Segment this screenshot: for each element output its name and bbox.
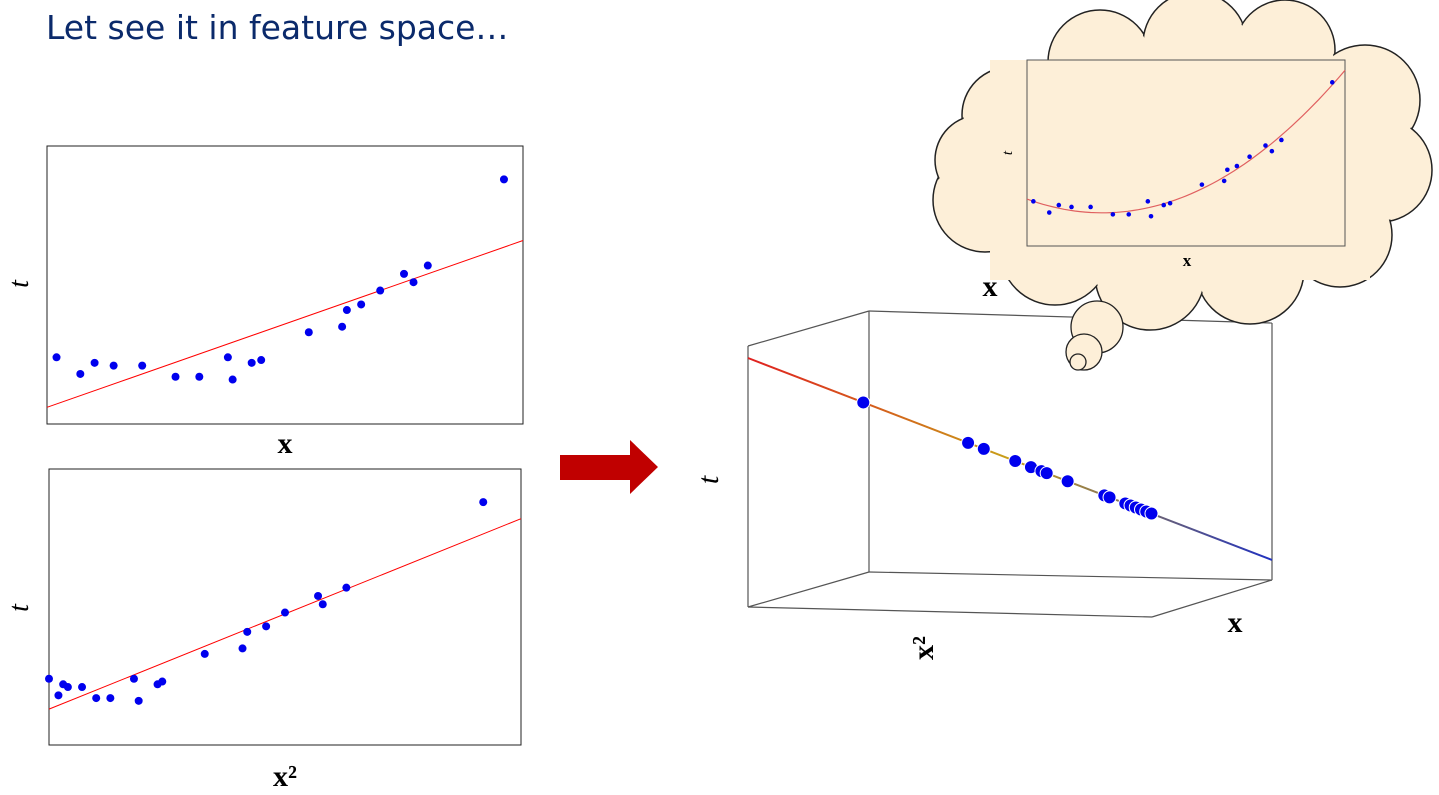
cloud-inset-chart: t x [1000, 59, 1346, 270]
fit-line [46, 240, 524, 408]
data-point [1102, 490, 1117, 505]
chart-frame [1026, 59, 1346, 247]
data-point [1046, 210, 1052, 215]
y-axis-label: t [1000, 150, 1016, 155]
data-point [1126, 212, 1132, 217]
data-point [961, 435, 976, 450]
x-axis-label: x² [273, 760, 297, 793]
data-point [376, 286, 385, 295]
data-point [281, 608, 289, 617]
data-point [1279, 137, 1284, 143]
data-point [45, 674, 53, 683]
data-point [1060, 474, 1075, 489]
data-point [92, 694, 101, 703]
data-point [318, 600, 327, 609]
data-point [338, 322, 347, 331]
chart-t-vs-x: t x [4, 145, 524, 460]
data-point [106, 694, 115, 703]
fit-curve [1026, 69, 1346, 214]
data-points [1031, 80, 1335, 219]
data-point [78, 683, 87, 692]
data-point [314, 591, 323, 600]
data-point [1269, 148, 1275, 154]
data-point [247, 358, 256, 367]
data-point [1329, 80, 1335, 85]
data-point [1039, 466, 1054, 481]
data-point [1145, 199, 1151, 204]
data-point [63, 683, 72, 692]
y-axis-label: t [4, 603, 35, 612]
slide-title: Let see it in feature space… [46, 8, 509, 47]
data-point [262, 622, 271, 631]
data-point [1069, 204, 1074, 210]
data-point [1144, 506, 1159, 521]
data-point [1199, 182, 1205, 187]
chart-3d-feature-space: t x² x [692, 310, 1273, 660]
data-point [1167, 200, 1173, 206]
right-arrow-icon [560, 440, 658, 494]
data-point [54, 691, 63, 700]
axis-label-x: x [1228, 606, 1243, 639]
data-point [76, 369, 85, 378]
data-point [243, 627, 252, 636]
data-point [342, 583, 351, 592]
thought-bubble-small [1069, 353, 1087, 371]
data-point [195, 372, 204, 381]
data-point [158, 677, 167, 686]
thought-cloud: t x [932, 0, 1433, 371]
data-point [90, 358, 99, 367]
data-point [1031, 199, 1036, 204]
data-point [1225, 167, 1230, 173]
data-point [304, 328, 313, 337]
x-axis-label: x [1183, 251, 1192, 270]
data-point [499, 175, 508, 184]
data-point [342, 306, 351, 315]
data-point [856, 395, 871, 410]
axis-label-x-squared: x² [907, 636, 940, 660]
x-axis-label: x [278, 427, 293, 460]
data-point [1247, 154, 1252, 160]
data-point [1263, 143, 1268, 148]
box-wireframe [747, 310, 1273, 618]
data-point [223, 353, 232, 362]
data-point [52, 353, 61, 362]
data-point [409, 278, 418, 287]
data-points [46, 175, 524, 408]
data-point [134, 696, 143, 705]
data-point [1148, 213, 1154, 219]
data-point [200, 649, 209, 658]
chart-t-vs-x-squared: t x² [4, 468, 522, 793]
axis-label-t: t [692, 475, 725, 484]
data-point [1221, 178, 1227, 184]
data-point [479, 498, 488, 507]
data-point [357, 300, 366, 309]
data-point [228, 375, 237, 384]
data-point [1161, 202, 1167, 208]
data-points [856, 395, 1159, 521]
data-point [238, 644, 247, 653]
data-point [129, 674, 138, 683]
chart-frame [46, 145, 524, 425]
data-point [423, 261, 432, 270]
chart-frame [48, 468, 522, 746]
data-points [45, 498, 522, 710]
data-point [257, 356, 266, 365]
data-point [138, 361, 147, 370]
data-point [1088, 204, 1093, 210]
data-point [976, 441, 991, 456]
data-point [1056, 202, 1062, 208]
data-point [109, 361, 118, 370]
data-point [400, 269, 408, 278]
data-point [1234, 163, 1240, 169]
data-point [1110, 212, 1116, 217]
y-axis-label: t [4, 279, 35, 288]
data-point [171, 372, 180, 381]
data-point [1008, 454, 1023, 469]
